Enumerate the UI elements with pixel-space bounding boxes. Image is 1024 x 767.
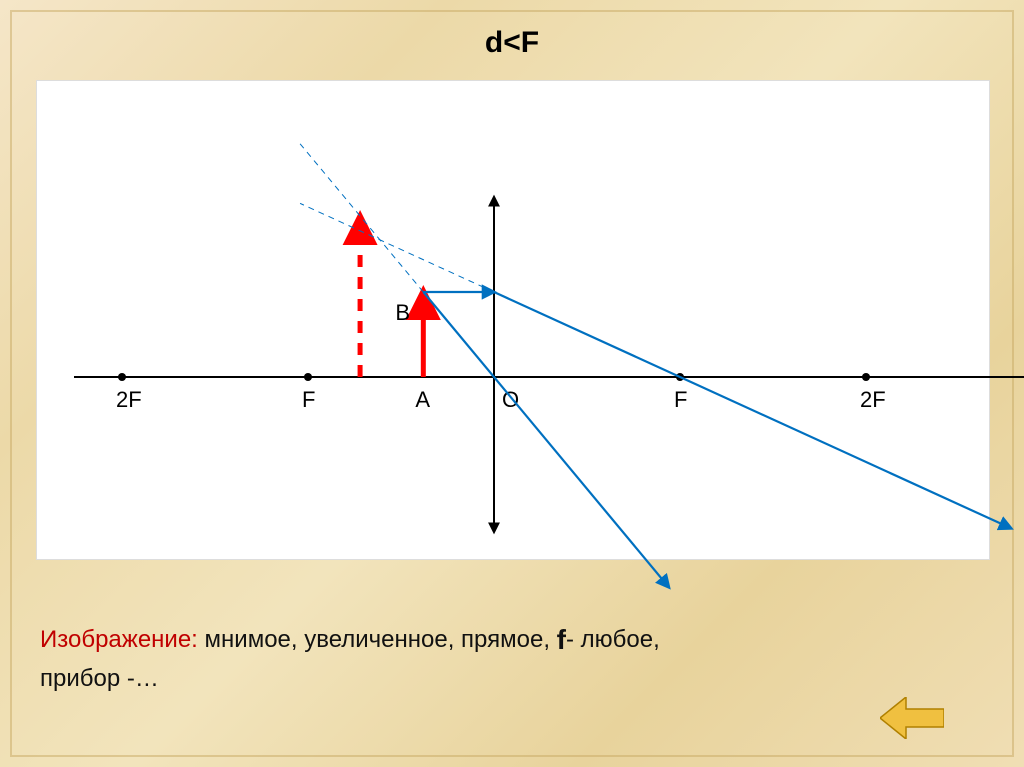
- optics-diagram: 2FFF2FOAB: [36, 80, 990, 560]
- svg-text:B: B: [395, 300, 410, 325]
- svg-text:F: F: [302, 387, 315, 412]
- caption-part1: мнимое, увеличенное, прямое,: [198, 626, 557, 653]
- svg-text:A: A: [415, 387, 430, 412]
- arrow-left-icon: [880, 697, 944, 739]
- svg-text:F: F: [674, 387, 687, 412]
- caption-part3: прибор -…: [40, 665, 159, 692]
- svg-text:2F: 2F: [116, 387, 142, 412]
- caption-label: Изображение:: [40, 626, 198, 653]
- slide-title: d<F: [0, 26, 1024, 60]
- caption-part2: - любое,: [566, 626, 660, 653]
- nav-back-button[interactable]: [880, 697, 944, 739]
- diagram-svg: 2FFF2FOAB: [37, 81, 991, 561]
- svg-text:2F: 2F: [860, 387, 886, 412]
- caption: Изображение: мнимое, увеличенное, прямое…: [40, 619, 884, 697]
- caption-f: f: [557, 624, 566, 655]
